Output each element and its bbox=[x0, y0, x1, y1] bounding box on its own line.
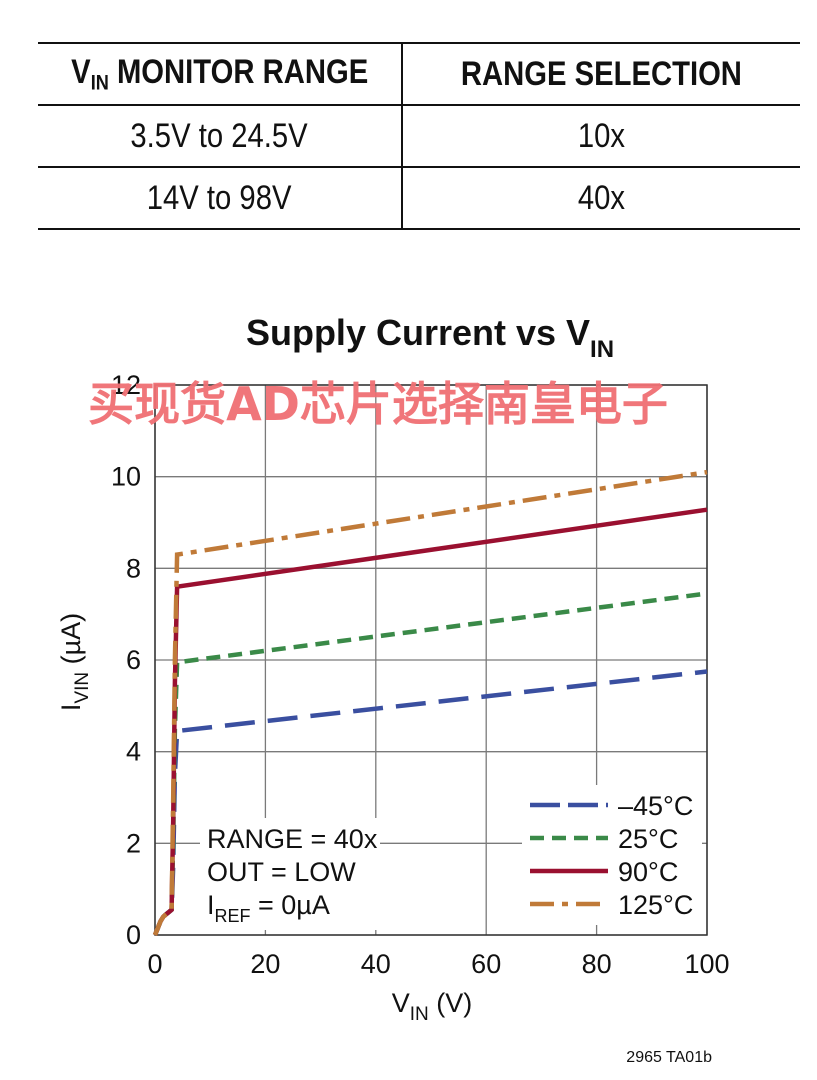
chart-ticks: 0 20 40 60 80 100 0 2 4 6 8 10 12 bbox=[111, 370, 730, 979]
range-table: VIN MONITOR RANGE RANGE SELECTION 3.5V t… bbox=[38, 42, 800, 230]
x-tick-label: 40 bbox=[361, 949, 391, 979]
header-vin-monitor-range: VIN MONITOR RANGE bbox=[38, 44, 403, 104]
annotation-out: OUT = LOW bbox=[207, 857, 356, 887]
table-cell-range: 3.5V to 24.5V bbox=[38, 106, 403, 166]
y-axis-label: IVIN (µA) bbox=[56, 613, 93, 711]
annotation-box-bg bbox=[200, 818, 380, 930]
table-header-row: VIN MONITOR RANGE RANGE SELECTION bbox=[38, 42, 800, 106]
x-tick-label: 100 bbox=[684, 949, 729, 979]
figure-code: 2965 TA01b bbox=[626, 1049, 712, 1066]
y-tick-label: 4 bbox=[126, 737, 141, 767]
supply-current-chart: Supply Current vs VIN 0 20 40 60 80 100 0 2 4 6 8 1… bbox=[56, 312, 730, 1066]
y-tick-label: 2 bbox=[126, 828, 141, 858]
chart-title: Supply Current vs VIN bbox=[246, 312, 614, 363]
y-tick-label: 0 bbox=[126, 920, 141, 950]
table-cell-selection: 10x bbox=[577, 116, 626, 155]
x-tick-label: 80 bbox=[582, 949, 612, 979]
legend-label: 25°C bbox=[618, 824, 678, 854]
y-tick-label: 10 bbox=[111, 462, 141, 492]
legend-bg bbox=[522, 785, 702, 925]
annotation-iref: IREF = 0µA bbox=[207, 890, 330, 926]
chart-series bbox=[152, 469, 708, 936]
x-axis-label: VIN (V) bbox=[392, 988, 473, 1025]
x-tick-label: 0 bbox=[147, 949, 162, 979]
series-line bbox=[152, 469, 708, 936]
annotation-range: RANGE = 40x bbox=[207, 824, 378, 854]
chart-grid bbox=[154, 384, 708, 936]
table-row: 14V to 98V 40x bbox=[38, 168, 800, 230]
plot-frame bbox=[154, 384, 708, 936]
table-row: 3.5V to 24.5V 10x bbox=[38, 106, 800, 168]
watermark: 买现货AD芯片选择南皇电子 bbox=[88, 377, 668, 431]
legend-label: 125°C bbox=[618, 890, 693, 920]
table-cell-range: 14V to 98V bbox=[38, 168, 403, 228]
x-tick-label: 60 bbox=[471, 949, 501, 979]
y-tick-label: 6 bbox=[126, 645, 141, 675]
y-tick-label: 8 bbox=[126, 553, 141, 583]
legend-label: 90°C bbox=[618, 857, 678, 887]
table-cell-selection: 40x bbox=[577, 178, 626, 217]
legend-label: –45°C bbox=[618, 791, 693, 821]
y-tick-label: 12 bbox=[111, 370, 141, 400]
header-range-selection: RANGE SELECTION bbox=[460, 54, 743, 93]
x-tick-label: 20 bbox=[250, 949, 280, 979]
